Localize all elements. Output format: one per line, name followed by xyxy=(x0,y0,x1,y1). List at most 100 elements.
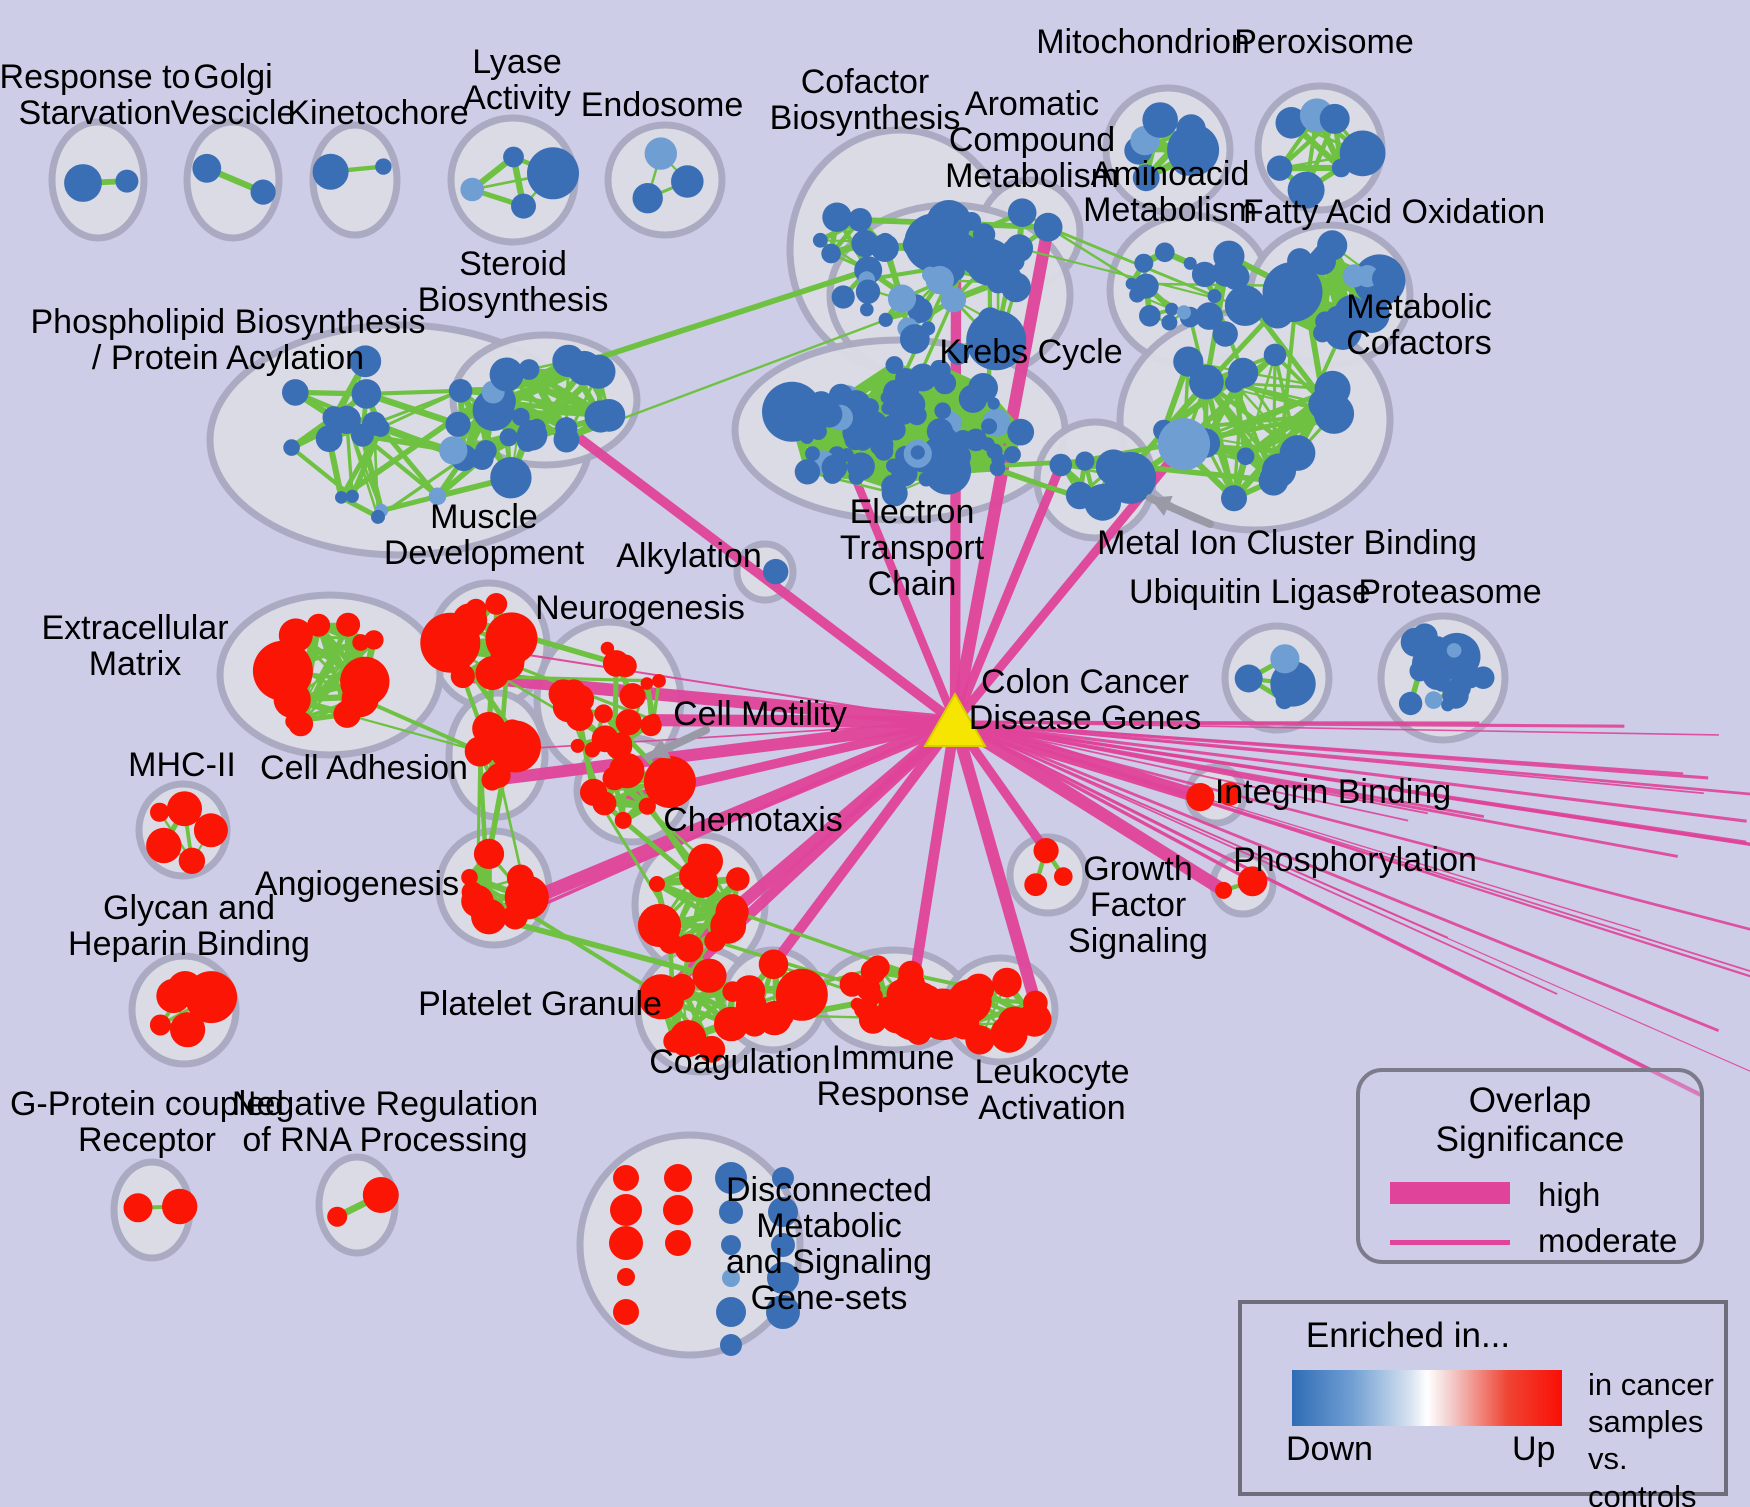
gene-set-node[interactable] xyxy=(830,387,845,401)
gene-set-node[interactable] xyxy=(1312,244,1335,267)
disconnected-gene-set-node[interactable] xyxy=(613,1299,639,1325)
gene-set-node[interactable] xyxy=(1161,314,1178,331)
gene-set-node[interactable] xyxy=(831,285,855,309)
gene-set-node[interactable] xyxy=(733,975,766,1007)
gene-set-node[interactable] xyxy=(968,373,998,403)
gene-set-node[interactable] xyxy=(333,700,361,728)
gene-set-node[interactable] xyxy=(167,791,202,827)
gene-set-node[interactable] xyxy=(472,711,506,746)
gene-set-node[interactable] xyxy=(473,838,505,870)
gene-set-node[interactable] xyxy=(1236,447,1255,466)
gene-set-node[interactable] xyxy=(149,1014,171,1036)
gene-set-node[interactable] xyxy=(1275,107,1308,139)
gene-set-node[interactable] xyxy=(794,413,808,426)
gene-set-node[interactable] xyxy=(511,193,536,219)
gene-set-node[interactable] xyxy=(922,1006,943,1028)
gene-set-node[interactable] xyxy=(637,903,682,948)
gene-set-node[interactable] xyxy=(518,359,540,380)
gene-set-node[interactable] xyxy=(307,613,331,637)
gene-set-node[interactable] xyxy=(821,454,848,481)
gene-set-node[interactable] xyxy=(887,284,917,313)
gene-set-node[interactable] xyxy=(1134,253,1154,273)
gene-set-node[interactable] xyxy=(1195,302,1223,330)
gene-set-node[interactable] xyxy=(902,232,929,258)
gene-set-node[interactable] xyxy=(1095,449,1131,485)
disconnected-gene-set-node[interactable] xyxy=(609,1226,643,1260)
gene-set-node[interactable] xyxy=(490,457,532,499)
gene-set-node[interactable] xyxy=(527,147,579,200)
gene-set-node[interactable] xyxy=(964,428,988,452)
gene-set-node[interactable] xyxy=(922,469,937,484)
gene-set-node[interactable] xyxy=(1331,158,1351,178)
gene-set-node[interactable] xyxy=(886,458,901,474)
disconnected-gene-set-node[interactable] xyxy=(663,1195,693,1225)
gene-set-node[interactable] xyxy=(649,876,665,892)
disconnected-gene-set-node[interactable] xyxy=(664,1164,692,1192)
gene-set-node[interactable] xyxy=(475,656,510,691)
gene-set-node[interactable] xyxy=(640,714,662,737)
gene-set-node[interactable] xyxy=(839,972,865,997)
gene-set-node[interactable] xyxy=(933,371,957,395)
gene-set-node[interactable] xyxy=(1424,691,1443,709)
gene-set-node[interactable] xyxy=(940,286,967,313)
gene-set-node[interactable] xyxy=(844,428,867,451)
disconnected-gene-set-node[interactable] xyxy=(720,1334,742,1356)
gene-set-node[interactable] xyxy=(1033,212,1063,242)
gene-set-node[interactable] xyxy=(178,847,206,874)
gene-set-node[interactable] xyxy=(371,418,390,437)
disconnected-gene-set-node[interactable] xyxy=(665,1230,691,1256)
gene-set-node[interactable] xyxy=(146,827,182,864)
gene-set-node[interactable] xyxy=(514,625,537,648)
gene-set-node[interactable] xyxy=(1275,691,1294,710)
gene-set-node[interactable] xyxy=(609,752,645,789)
gene-set-node[interactable] xyxy=(1049,453,1073,477)
disconnected-gene-set-node[interactable] xyxy=(719,1200,743,1224)
gene-set-node[interactable] xyxy=(162,1188,198,1225)
gene-set-node[interactable] xyxy=(475,440,497,462)
gene-set-node[interactable] xyxy=(917,985,941,1009)
gene-set-node[interactable] xyxy=(428,487,447,506)
gene-set-node[interactable] xyxy=(614,654,637,678)
gene-set-node[interactable] xyxy=(644,137,677,170)
gene-set-node[interactable] xyxy=(1228,357,1259,388)
gene-set-node[interactable] xyxy=(283,439,300,456)
gene-set-node[interactable] xyxy=(632,183,663,214)
gene-set-node[interactable] xyxy=(922,266,938,283)
gene-set-node[interactable] xyxy=(322,406,346,429)
gene-set-node[interactable] xyxy=(499,428,518,447)
gene-set-node[interactable] xyxy=(506,864,534,892)
gene-set-node[interactable] xyxy=(1125,277,1138,290)
gene-set-node[interactable] xyxy=(992,967,1022,998)
gene-set-node[interactable] xyxy=(503,146,524,168)
gene-set-node[interactable] xyxy=(1215,881,1233,899)
gene-set-node[interactable] xyxy=(461,869,478,886)
gene-set-node[interactable] xyxy=(855,279,881,304)
gene-set-node[interactable] xyxy=(481,769,503,791)
gene-set-node[interactable] xyxy=(1003,446,1021,464)
gene-set-node[interactable] xyxy=(600,641,615,656)
gene-set-node[interactable] xyxy=(500,719,524,743)
gene-set-node[interactable] xyxy=(614,811,632,829)
gene-set-node[interactable] xyxy=(898,960,924,987)
gene-set-node[interactable] xyxy=(1171,143,1204,176)
gene-set-node[interactable] xyxy=(686,866,719,898)
gene-set-node[interactable] xyxy=(615,709,642,736)
gene-set-node[interactable] xyxy=(1435,679,1448,692)
disconnected-gene-set-node[interactable] xyxy=(771,1233,795,1257)
gene-set-node[interactable] xyxy=(878,312,893,327)
gene-set-node[interactable] xyxy=(671,165,704,198)
gene-set-node[interactable] xyxy=(1165,302,1179,316)
gene-set-node[interactable] xyxy=(364,630,384,650)
gene-set-node[interactable] xyxy=(619,683,646,710)
gene-set-node[interactable] xyxy=(580,778,608,806)
gene-set-node[interactable] xyxy=(570,738,585,753)
gene-set-node[interactable] xyxy=(1237,866,1268,897)
gene-set-node[interactable] xyxy=(972,223,996,246)
gene-set-node[interactable] xyxy=(1157,418,1211,471)
gene-set-node[interactable] xyxy=(638,797,656,815)
gene-set-node[interactable] xyxy=(556,697,574,716)
disconnected-gene-set-node[interactable] xyxy=(766,1295,800,1329)
gene-set-node[interactable] xyxy=(315,425,343,452)
disconnected-gene-set-node[interactable] xyxy=(716,1297,746,1327)
gene-set-node[interactable] xyxy=(1054,867,1073,886)
